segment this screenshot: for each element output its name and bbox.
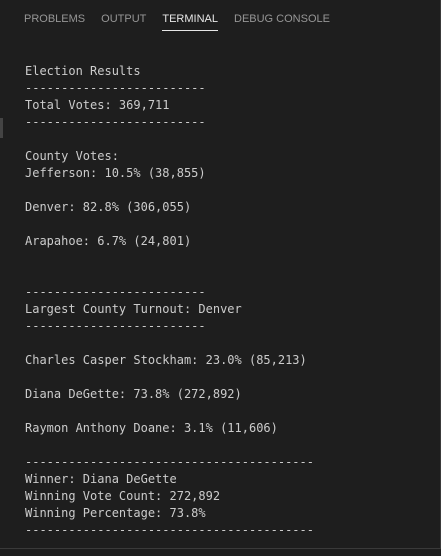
output-line: ------------------------- (25, 285, 206, 299)
tab-label: TERMINAL (162, 13, 218, 31)
output-line: Charles Casper Stockham: 23.0% (85,213) (25, 353, 307, 367)
output-line: Raymon Anthony Doane: 3.1% (11,606) (25, 421, 278, 435)
tab[interactable]: TERMINAL (154, 0, 226, 36)
output-line: Election Results (25, 64, 141, 78)
output-line: ------------------------- (25, 81, 206, 95)
output-line: County Votes: (25, 149, 119, 163)
output-line: Denver: 82.8% (306,055) (25, 200, 192, 214)
output-line: Winner: Diana DeGette (25, 472, 177, 486)
output-line: ---------------------------------------- (25, 455, 314, 469)
tab-bar: PROBLEMS OUTPUT TERMINAL DEBUG CONSOLE (16, 0, 338, 36)
output-block: Arapahoe: 6.7% (24,801) (25, 233, 314, 250)
output-line: Winning Percentage: 73.8% (25, 506, 206, 520)
output-line: Jefferson: 10.5% (38,855) (25, 166, 206, 180)
tab-label: OUTPUT (101, 13, 147, 25)
output-block: Charles Casper Stockham: 23.0% (85,213) (25, 352, 314, 369)
output-block: Raymon Anthony Doane: 3.1% (11,606) (25, 420, 314, 437)
output-line: ------------------------- (25, 115, 206, 129)
output-line: ------------------------- (25, 319, 206, 333)
output-block: County Votes: Jefferson: 10.5% (38,855) (25, 148, 314, 182)
output-block: Denver: 82.8% (306,055) (25, 199, 314, 216)
tab-label: PROBLEMS (24, 13, 86, 25)
output-line: Winning Vote Count: 272,892 (25, 489, 221, 503)
output-block: ------------------------- Largest County … (25, 284, 314, 335)
tab-label: DEBUG CONSOLE (234, 13, 330, 25)
tab[interactable]: PROBLEMS (16, 0, 93, 36)
output-line: ---------------------------------------- (25, 523, 314, 537)
output-line: Largest County Turnout: Denver (25, 302, 242, 316)
tab[interactable]: OUTPUT (93, 0, 154, 36)
output-block: Diana DeGette: 73.8% (272,892) (25, 386, 314, 403)
output-block: Election Results ------------------------… (25, 63, 314, 131)
output-line: Diana DeGette: 73.8% (272,892) (25, 387, 242, 401)
tab[interactable]: DEBUG CONSOLE (226, 0, 338, 36)
output-block: ----------------------------------------… (25, 454, 314, 539)
output-line: Arapahoe: 6.7% (24,801) (25, 234, 192, 248)
scroll-marker (0, 118, 3, 138)
output-line: Total Votes: 369,711 (25, 98, 170, 112)
terminal-output: Election Results ------------------------… (25, 63, 314, 556)
